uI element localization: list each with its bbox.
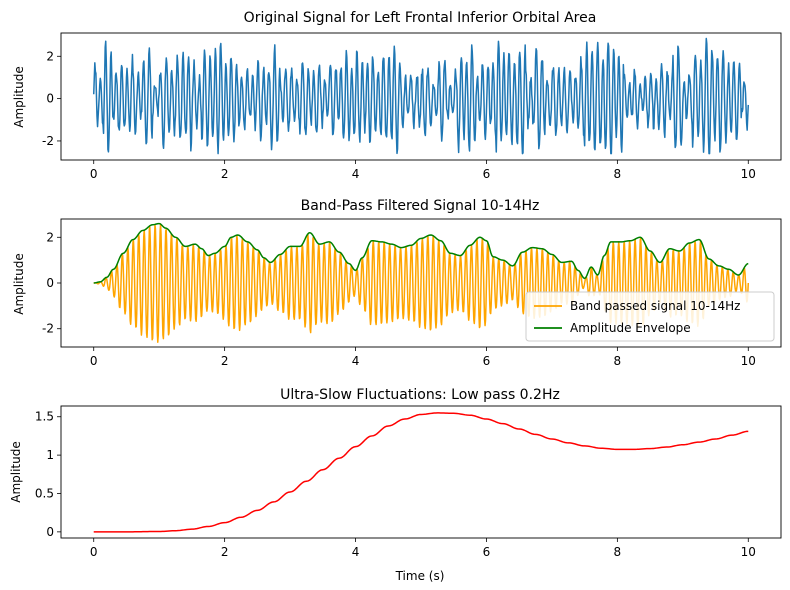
subplot-ultra-slow: Ultra-Slow Fluctuations: Low pass 0.2Hz … bbox=[9, 387, 782, 583]
plot-title: Original Signal for Left Frontal Inferio… bbox=[244, 10, 597, 26]
x-tick-label: 6 bbox=[483, 167, 491, 181]
y-tick-label: 0 bbox=[46, 92, 54, 106]
series-line-series-0-0 bbox=[92, 37, 750, 155]
subplot-band-pass: Band-Pass Filtered Signal 10-14Hz Amplit… bbox=[12, 198, 782, 368]
legend-label-band-passed: Band passed signal 10-14Hz bbox=[570, 299, 740, 313]
x-tick-label: 2 bbox=[221, 545, 229, 559]
x-tick-label: 4 bbox=[352, 167, 360, 181]
series-line-amplitude-envelope bbox=[93, 222, 749, 284]
y-axis-label: Amplitude bbox=[9, 441, 23, 503]
y-tick-label: 2 bbox=[46, 230, 54, 244]
x-tick-label: 8 bbox=[614, 354, 622, 368]
legend-label-envelope: Amplitude Envelope bbox=[570, 321, 691, 335]
x-tick-label: 8 bbox=[614, 167, 622, 181]
y-tick-label: -2 bbox=[42, 322, 54, 336]
x-tick-label: 0 bbox=[90, 167, 98, 181]
x-tick-label: 10 bbox=[741, 545, 756, 559]
y-axis-label: Amplitude bbox=[12, 66, 26, 128]
x-tick-label: 2 bbox=[221, 354, 229, 368]
plot-frame bbox=[60, 218, 782, 348]
subplot-original-signal: Original Signal for Left Frontal Inferio… bbox=[12, 10, 782, 181]
x-axis-label: Time (s) bbox=[395, 569, 445, 583]
legend-box bbox=[525, 291, 775, 342]
x-tick-label: 10 bbox=[741, 354, 756, 368]
x-tick-label: 4 bbox=[352, 354, 360, 368]
y-tick-label: 0.5 bbox=[35, 486, 54, 500]
plot-title: Band-Pass Filtered Signal 10-14Hz bbox=[301, 198, 540, 214]
x-tick-label: 6 bbox=[483, 545, 491, 559]
x-tick-label: 0 bbox=[90, 354, 98, 368]
x-tick-label: 4 bbox=[352, 545, 360, 559]
y-tick-label: 0 bbox=[46, 276, 54, 290]
plot-frame bbox=[60, 405, 782, 539]
x-tick-label: 0 bbox=[90, 545, 98, 559]
x-tick-label: 10 bbox=[741, 167, 756, 181]
series-line-series-2-0 bbox=[93, 412, 749, 533]
y-tick-label: 2 bbox=[46, 49, 54, 63]
x-tick-label: 8 bbox=[614, 545, 622, 559]
x-tick-label: 2 bbox=[221, 167, 229, 181]
series-line-band-passed-signal-10-14hz bbox=[93, 223, 750, 343]
y-tick-label: -2 bbox=[42, 134, 54, 148]
y-tick-label: 0 bbox=[46, 525, 54, 539]
y-axis-label: Amplitude bbox=[12, 253, 26, 315]
x-tick-label: 6 bbox=[483, 354, 491, 368]
plot-frame bbox=[60, 32, 782, 161]
plot-title: Ultra-Slow Fluctuations: Low pass 0.2Hz bbox=[280, 387, 560, 403]
y-tick-label: 1.5 bbox=[35, 410, 54, 424]
legend: Band passed signal 10-14Hz Amplitude Env… bbox=[525, 291, 775, 342]
y-tick-label: 1 bbox=[46, 448, 54, 462]
